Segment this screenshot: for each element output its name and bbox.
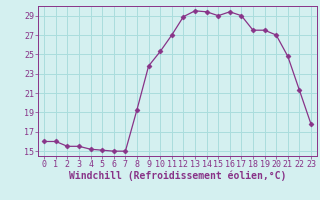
X-axis label: Windchill (Refroidissement éolien,°C): Windchill (Refroidissement éolien,°C): [69, 171, 286, 181]
